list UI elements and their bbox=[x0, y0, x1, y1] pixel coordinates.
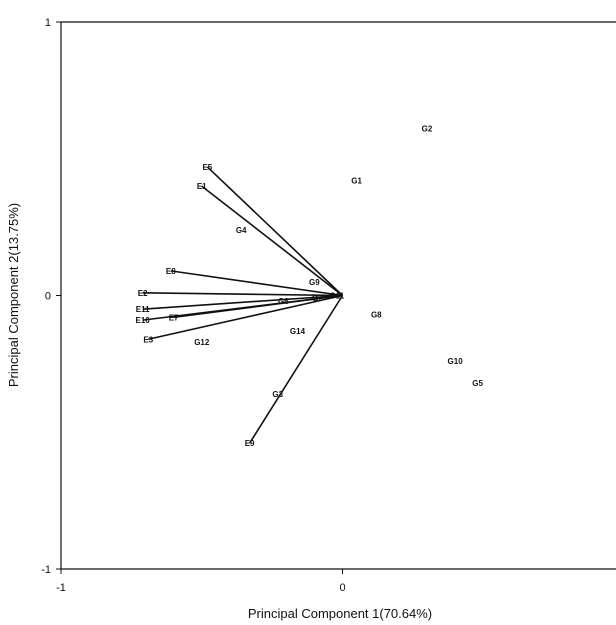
environment-vector bbox=[248, 295, 344, 444]
environment-label: E3 bbox=[143, 335, 153, 344]
environment-label: E1 bbox=[197, 182, 207, 191]
y-axis-title: Principal Component 2(13.75%) bbox=[6, 203, 21, 387]
genotype-label: G11 bbox=[330, 292, 345, 301]
environment-vector bbox=[142, 294, 343, 310]
environment-label: E8 bbox=[166, 267, 176, 276]
y-tick-label: -1 bbox=[41, 564, 51, 576]
environment-label: E7 bbox=[169, 313, 179, 322]
genotype-label: G4 bbox=[236, 226, 247, 235]
genotype-label: G6 bbox=[278, 297, 289, 306]
point-labels: E5 E1 E8 E2 E11 E7 E10 E3 E9 G1 G2 G4 G9 G6 G7 G11 G8 G14… bbox=[136, 125, 484, 449]
genotype-label: G10 bbox=[448, 357, 464, 366]
genotype-label: G9 bbox=[309, 278, 320, 287]
environment-label: E11 bbox=[136, 305, 150, 314]
environment-vectors bbox=[142, 166, 344, 444]
x-tick-label: 0 bbox=[339, 582, 345, 594]
x-axis-title: Principal Component 1(70.64%) bbox=[248, 606, 432, 621]
y-tick-label: 0 bbox=[45, 291, 51, 303]
genotype-label: G7 bbox=[312, 294, 323, 303]
genotype-label: G3 bbox=[272, 390, 283, 399]
environment-vector bbox=[201, 185, 343, 297]
environment-vector bbox=[148, 294, 343, 341]
genotype-label: G5 bbox=[472, 379, 483, 388]
y-tick-label: 1 bbox=[45, 17, 51, 29]
genotype-label: G14 bbox=[290, 327, 306, 336]
environment-vector bbox=[142, 291, 343, 297]
genotype-label: G1 bbox=[351, 177, 362, 186]
x-tick-label: -1 bbox=[56, 582, 66, 594]
environment-label: E10 bbox=[136, 316, 151, 325]
genotype-label: G2 bbox=[422, 125, 433, 134]
environment-vector bbox=[170, 270, 343, 297]
genotype-label: G12 bbox=[194, 338, 210, 347]
environment-label: E2 bbox=[138, 289, 148, 298]
environment-label: E9 bbox=[245, 439, 255, 448]
environment-label: E5 bbox=[202, 163, 212, 172]
environment-vector bbox=[206, 166, 344, 297]
genotype-label: G8 bbox=[371, 311, 382, 320]
axes: 1 0 -1 -1 0 bbox=[41, 17, 616, 594]
environment-vector bbox=[142, 294, 343, 321]
